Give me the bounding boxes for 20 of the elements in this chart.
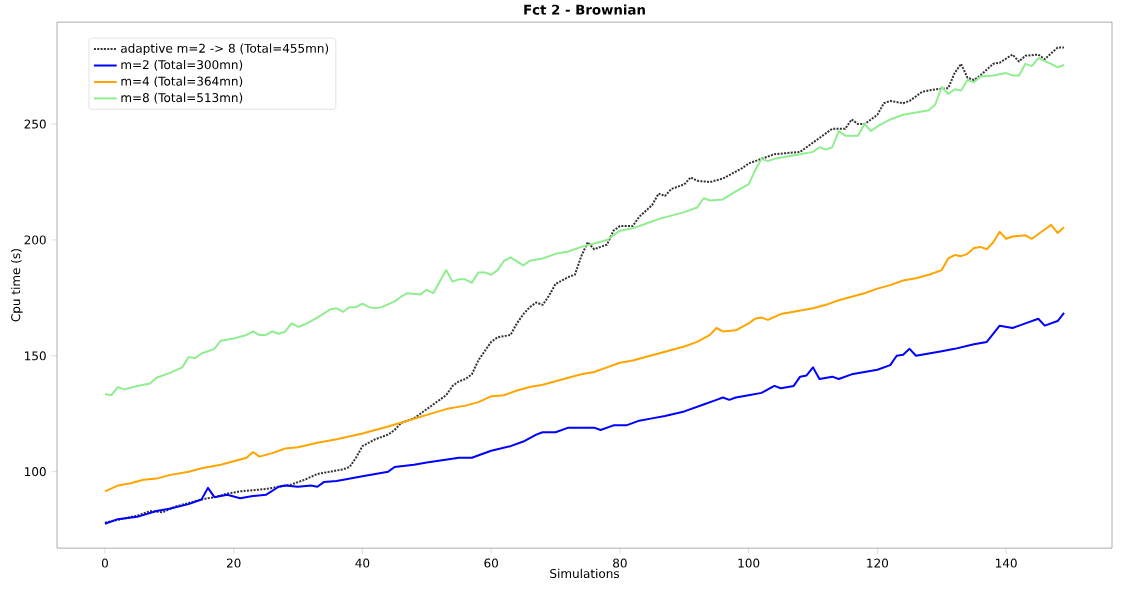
- y-tick-label: 200: [24, 235, 46, 245]
- x-tick-label: 80: [613, 558, 627, 568]
- x-tick-label: 0: [101, 558, 108, 568]
- y-axis-title: Cpu time (s): [10, 249, 23, 322]
- x-axis-title: Simulations: [550, 568, 620, 578]
- x-tick-label: 40: [355, 558, 370, 568]
- x-tick-label: 100: [738, 558, 760, 568]
- y-tick-label: 150: [25, 351, 46, 361]
- x-tick-label: 140: [995, 558, 1017, 568]
- line-series: [103, 56, 1066, 397]
- x-tick-label: 120: [867, 558, 889, 568]
- legend-label: m=2 (Total=300mn): [121, 59, 243, 71]
- legend-label: m=8 (Total=513mn): [121, 92, 243, 104]
- x-tick-label: 60: [484, 558, 499, 568]
- y-tick-label: 100: [25, 467, 46, 477]
- y-tick-label: 250: [24, 119, 46, 129]
- legend-label: m=4 (Total=364mn): [121, 76, 243, 88]
- x-tick-label: 20: [226, 558, 241, 568]
- legend-label: adaptive m=2 -> 8 (Total=455mn): [121, 43, 329, 56]
- chart-title: Fct 2 - Brownian: [524, 4, 645, 15]
